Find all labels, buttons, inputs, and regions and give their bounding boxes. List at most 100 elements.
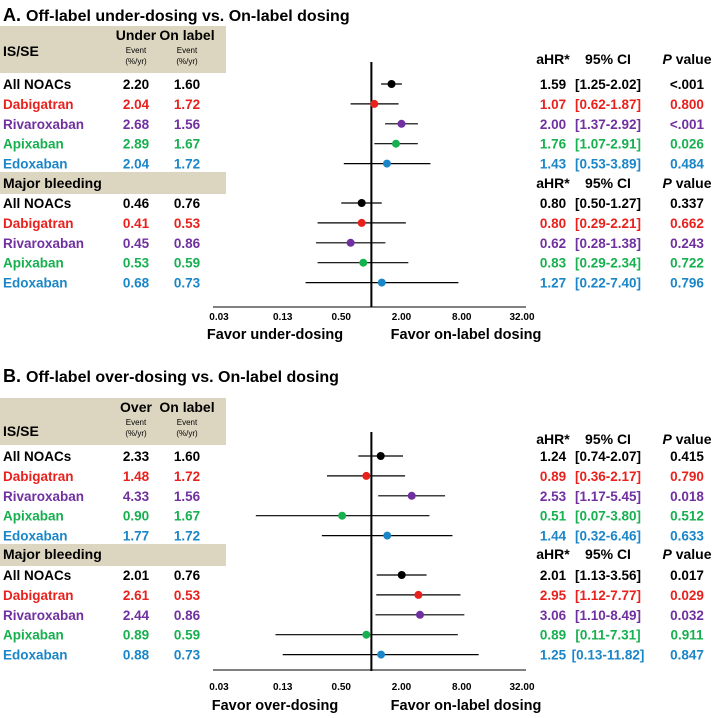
row-ci: [0.11-7.31] — [575, 628, 640, 643]
row-event-comparator: 2.61 — [123, 588, 150, 603]
row-p-value: 0.847 — [670, 648, 704, 663]
row-event-on-label: 1.60 — [174, 449, 200, 464]
x-tick-label: 0.50 — [332, 682, 352, 693]
stat-header-p: P value — [662, 175, 711, 191]
row-ci: [0.29-2.34] — [575, 256, 641, 271]
point-estimate — [377, 278, 386, 287]
row-ci: [1.07-2.91] — [575, 137, 641, 152]
point-estimate — [382, 159, 391, 168]
row-event-on-label: 0.76 — [174, 568, 201, 583]
forest-row: Dabigatran 0.41 0.53 0.80 [0.29-2.21] 0.662 — [3, 216, 704, 231]
col-subheader-event: Event — [177, 46, 198, 55]
row-p-value: 0.415 — [670, 449, 704, 464]
row-p-value: 0.911 — [670, 628, 704, 643]
row-ahr: 1.25 — [540, 648, 567, 663]
row-event-comparator: 0.68 — [123, 276, 150, 291]
row-event-comparator: 2.20 — [123, 77, 149, 92]
row-event-on-label: 1.56 — [174, 117, 201, 132]
point-estimate — [346, 238, 355, 247]
row-event-on-label: 0.73 — [174, 276, 201, 291]
panel-title: B. Off-label over-dosing vs. On-label do… — [3, 366, 339, 386]
row-ahr: 0.62 — [540, 236, 566, 251]
row-ci: [0.28-1.38] — [575, 236, 641, 251]
header-band — [0, 26, 226, 73]
point-estimate — [376, 452, 385, 460]
forest-row: Edoxaban 0.88 0.73 1.25 [0.13-11.82] 0.847 — [3, 648, 704, 663]
row-ahr: 2.53 — [540, 489, 567, 504]
favor-right-label: Favor on-label dosing — [391, 698, 542, 714]
row-p-value: 0.512 — [670, 509, 704, 524]
x-tick-label: 8.00 — [452, 682, 472, 693]
header-band — [0, 398, 226, 445]
row-drug-label: All NOACs — [3, 196, 71, 211]
row-p-value: 0.017 — [670, 568, 704, 583]
point-estimate — [387, 80, 396, 88]
section-band — [0, 172, 226, 194]
row-drug-label: Dabigatran — [3, 97, 74, 112]
col-header-on-label: On label — [159, 27, 214, 43]
row-ahr: 2.95 — [540, 588, 567, 603]
row-ahr: 1.59 — [540, 77, 566, 92]
stat-header-ci: 95% CI — [585, 175, 631, 191]
stat-header-ahr: aHR* — [536, 546, 570, 562]
row-ci: [0.29-2.21] — [575, 216, 641, 231]
col-header-comparator: Over — [120, 399, 152, 415]
row-drug-label: All NOACs — [3, 449, 71, 464]
row-p-value: 0.029 — [670, 588, 704, 603]
x-tick-label: 8.00 — [452, 312, 472, 323]
row-event-comparator: 0.53 — [123, 256, 150, 271]
row-ci: [1.25-2.02] — [575, 77, 641, 92]
row-ahr: 2.00 — [540, 117, 566, 132]
row-ahr: 2.01 — [540, 568, 567, 583]
row-drug-label: Edoxaban — [3, 529, 68, 544]
row-ci: [0.36-2.17] — [575, 469, 641, 484]
row-ci: [0.07-3.80] — [575, 509, 641, 524]
row-event-on-label: 1.72 — [174, 97, 200, 112]
row-event-comparator: 0.45 — [123, 236, 150, 251]
favor-left-label: Favor over-dosing — [212, 698, 339, 714]
forest-row: Edoxaban 1.77 1.72 1.44 [0.32-6.46] 0.633 — [3, 529, 704, 544]
x-tick-label: 0.13 — [273, 312, 293, 323]
row-event-comparator: 1.48 — [123, 469, 150, 484]
point-estimate — [377, 650, 386, 659]
forest-row: All NOACs 2.33 1.60 1.24 [0.74-2.07] 0.415 — [3, 449, 704, 464]
row-drug-label: All NOACs — [3, 77, 71, 92]
row-event-on-label: 0.86 — [174, 608, 201, 623]
point-estimate — [359, 258, 368, 267]
section-band — [0, 544, 226, 566]
row-ahr: 1.43 — [540, 157, 567, 172]
row-event-on-label: 1.72 — [174, 157, 200, 172]
row-ci: [1.37-2.92] — [575, 117, 641, 132]
forest-row: Rivaroxaban 4.33 1.56 2.53 [1.17-5.45] 0.018 — [3, 489, 704, 504]
row-p-value: 0.796 — [670, 276, 704, 291]
row-ci: [0.62-1.87] — [575, 97, 641, 112]
stat-header-ahr: aHR* — [536, 431, 570, 447]
panel-title: A. Off-label under-dosing vs. On-label d… — [3, 5, 350, 25]
x-tick-label: 2.00 — [392, 682, 412, 693]
row-ahr: 1.76 — [540, 137, 567, 152]
row-p-value: 0.026 — [670, 137, 704, 152]
forest-row: Rivaroxaban 0.45 0.86 0.62 [0.28-1.38] 0.243 — [3, 236, 704, 251]
row-p-value: 0.790 — [670, 469, 704, 484]
stat-header-p: P value — [662, 546, 711, 562]
section-title: Major bleeding — [3, 546, 102, 562]
row-p-value: 0.800 — [670, 97, 704, 112]
stat-header-ci: 95% CI — [585, 431, 631, 447]
forest-row: Edoxaban 2.04 1.72 1.43 [0.53-3.89] 0.484 — [3, 157, 704, 172]
row-event-on-label: 0.76 — [174, 196, 201, 211]
row-drug-label: Dabigatran — [3, 216, 74, 231]
x-tick-label: 32.00 — [509, 312, 534, 323]
point-estimate — [414, 590, 423, 599]
forest-row: Dabigatran 1.48 1.72 0.89 [0.36-2.17] 0.790 — [3, 469, 704, 484]
row-drug-label: Rivaroxaban — [3, 489, 84, 504]
favor-left-label: Favor under-dosing — [207, 327, 343, 343]
row-p-value: 0.484 — [670, 157, 704, 172]
row-p-value: <.001 — [670, 117, 705, 132]
forest-row: Dabigatran 2.04 1.72 1.07 [0.62-1.87] 0.800 — [3, 97, 704, 112]
row-ahr: 3.06 — [540, 608, 567, 623]
point-estimate — [415, 610, 424, 619]
forest-row: All NOACs 2.20 1.60 1.59 [1.25-2.02] <.001 — [3, 77, 705, 92]
favor-right-label: Favor on-label dosing — [391, 327, 542, 343]
row-event-comparator: 2.01 — [123, 568, 150, 583]
forest-row: All NOACs 2.01 0.76 2.01 [1.13-3.56] 0.017 — [3, 568, 704, 583]
